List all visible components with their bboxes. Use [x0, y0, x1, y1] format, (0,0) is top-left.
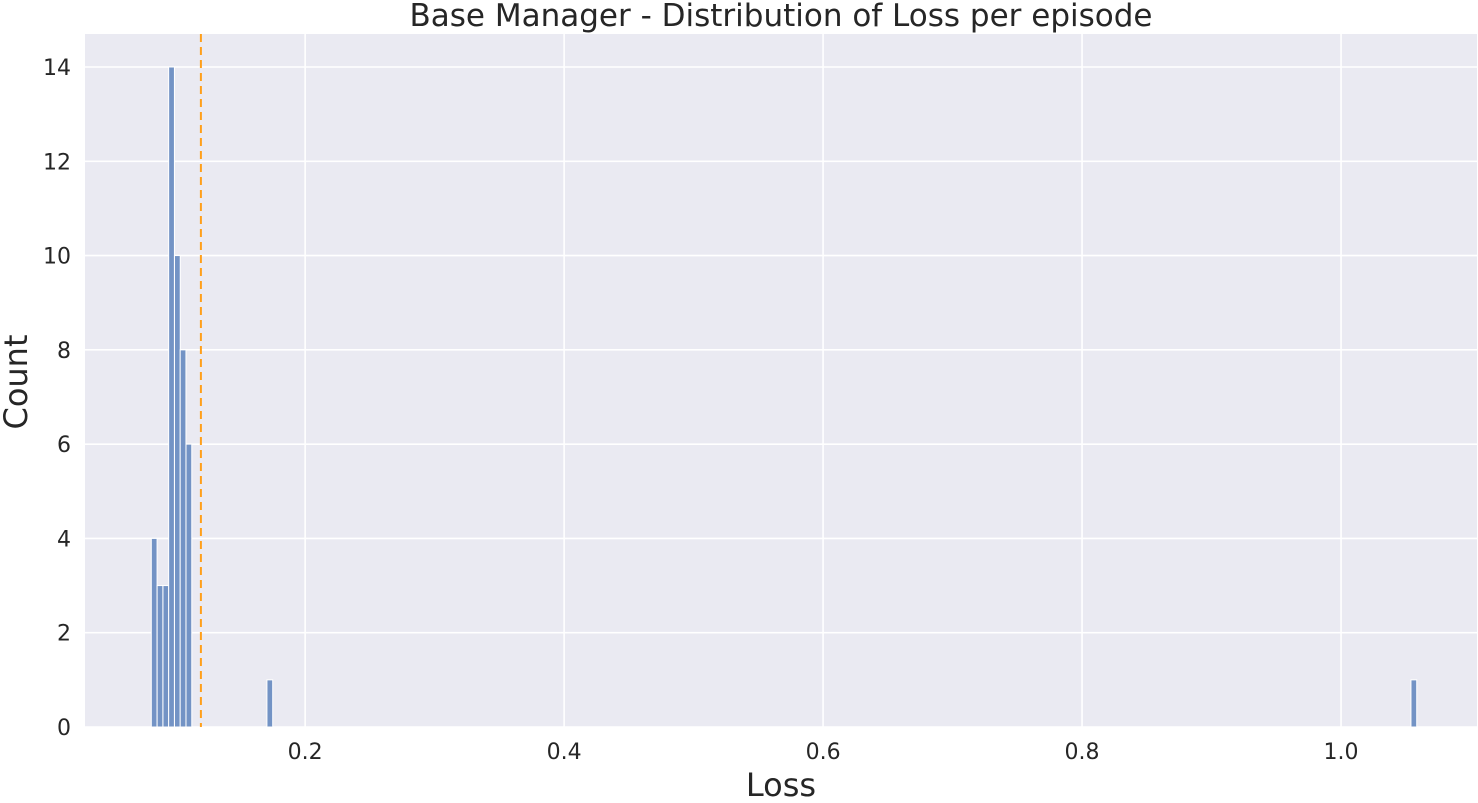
x-tick-label: 0.8 [1065, 740, 1100, 765]
histogram-bar [156, 585, 164, 728]
x-tick-label: 1.0 [1324, 740, 1359, 765]
histogram-bar [1410, 679, 1418, 728]
histogram-bar [266, 679, 274, 728]
histogram-bar [168, 66, 175, 728]
histogram-bar [173, 255, 181, 728]
plot-background [85, 34, 1477, 727]
y-axis-label: Count [0, 334, 35, 429]
y-tick-label: 6 [57, 433, 71, 458]
x-axis-label: Loss [746, 766, 816, 803]
y-tick-label: 4 [57, 527, 71, 552]
x-tick-label: 0.2 [288, 740, 323, 765]
x-tick-label: 0.4 [547, 740, 582, 765]
y-tick-label: 2 [57, 622, 71, 647]
y-tick-label: 10 [43, 245, 71, 270]
histogram-bar [162, 585, 170, 728]
x-axis-ticks: 0.2 0.4 0.6 0.8 1.0 [288, 740, 1359, 765]
chart-title: Base Manager - Distribution of Loss per … [410, 0, 1153, 34]
grid-lines [85, 34, 1477, 728]
y-tick-label: 14 [43, 56, 71, 81]
histogram-bars [150, 66, 1418, 728]
histogram-bar [185, 443, 193, 728]
histogram-bar [179, 349, 187, 728]
x-tick-label: 0.6 [806, 740, 841, 765]
y-tick-label: 0 [57, 716, 71, 741]
y-tick-label: 12 [43, 150, 71, 175]
histogram-bar [150, 537, 158, 728]
y-tick-label: 8 [57, 339, 71, 364]
y-axis-ticks: 0 2 4 6 8 10 12 14 [43, 56, 71, 741]
